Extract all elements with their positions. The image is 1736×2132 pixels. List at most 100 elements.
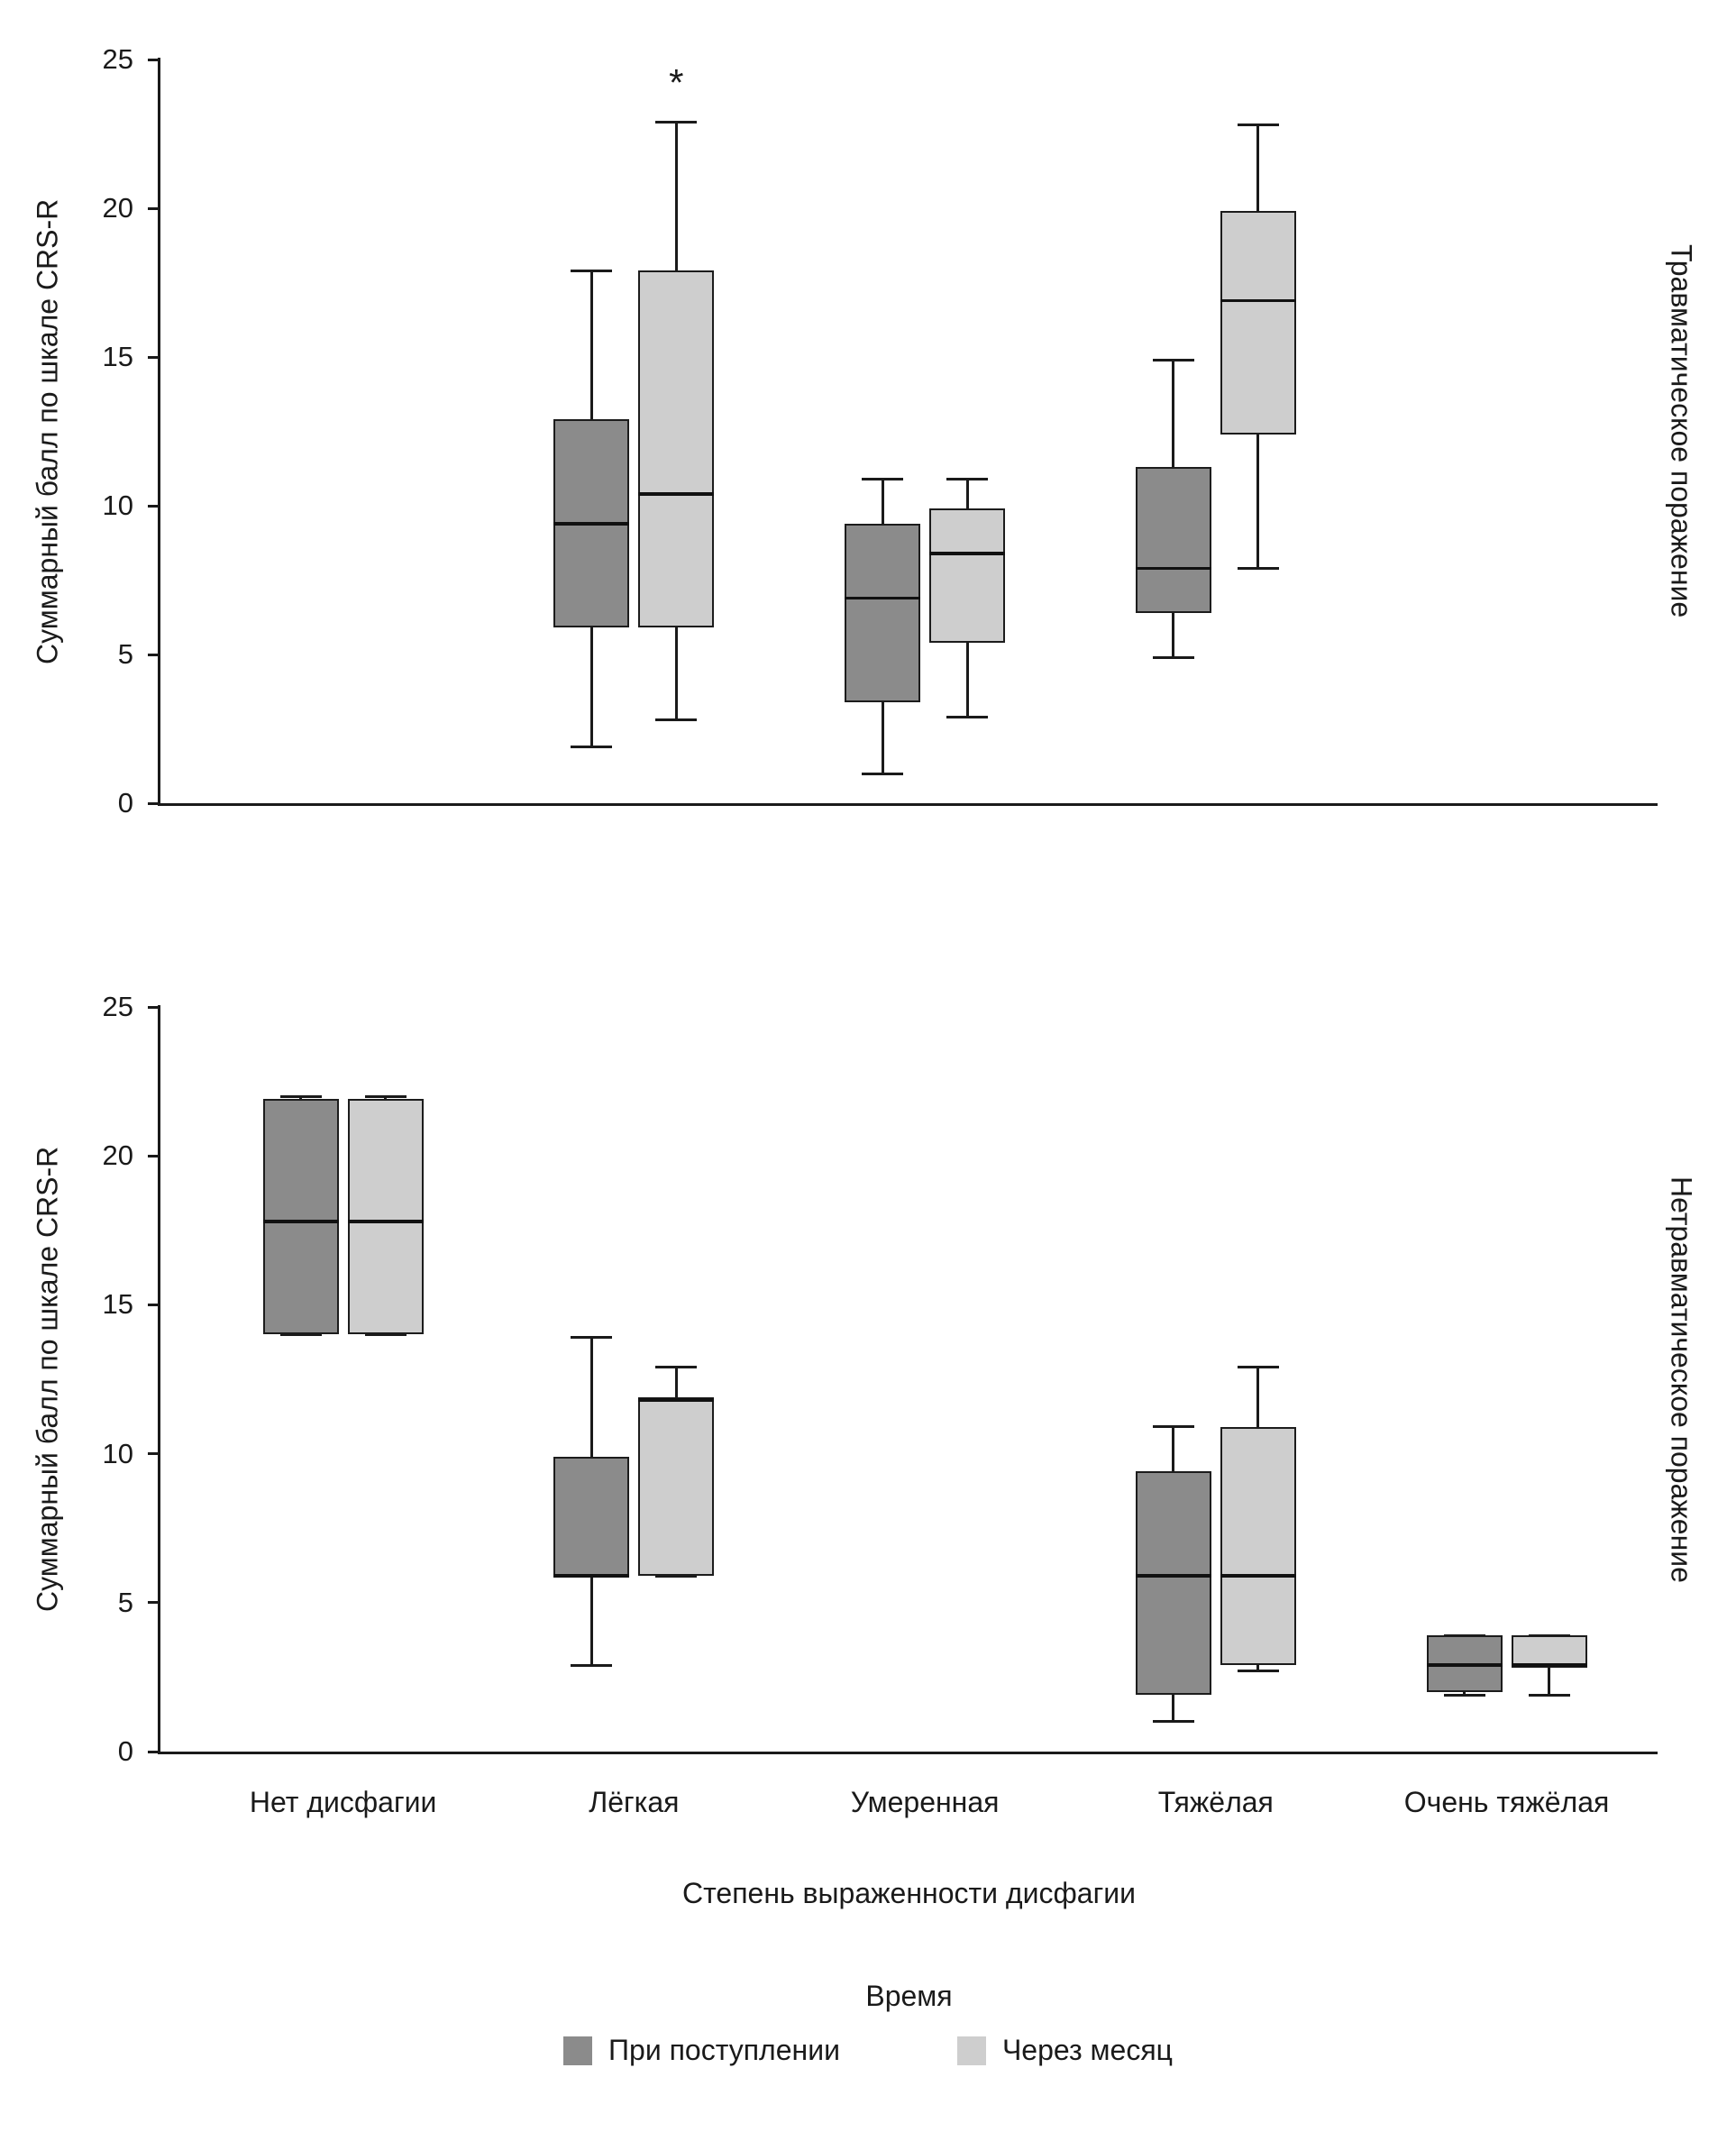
legend-swatch-one-month <box>956 2036 986 2065</box>
median-line <box>638 492 715 496</box>
whisker-cap-bottom <box>364 1332 407 1336</box>
y-tick <box>148 504 158 508</box>
whisker-cap-top <box>364 1094 407 1098</box>
significance-marker: * <box>669 61 684 105</box>
iqr-box <box>262 1099 339 1335</box>
iqr-box <box>1511 1635 1587 1669</box>
category-label: Умеренная <box>850 1786 1000 1818</box>
median-line <box>553 522 630 526</box>
y-tick-label: 15 <box>102 341 133 372</box>
y-tick-label: 5 <box>117 1586 133 1618</box>
median-line <box>638 1398 715 1402</box>
whisker-cap-top <box>571 1336 613 1340</box>
y-axis-label-top: Суммарный балл по шкале CRS-R <box>31 198 64 664</box>
y-tick <box>148 1750 158 1753</box>
y-tick-label: 20 <box>102 1139 133 1172</box>
whisker-cap-bottom <box>1152 1720 1194 1724</box>
iqr-box <box>553 1456 630 1577</box>
whisker-cap-bottom <box>571 745 613 748</box>
y-tick <box>148 801 158 805</box>
y-tick <box>148 58 158 61</box>
whisker-cap-bottom <box>1443 1693 1485 1697</box>
iqr-box <box>638 1396 715 1577</box>
median-line <box>1220 1574 1296 1578</box>
x-axis-title: Степень выраженности дисфагии <box>681 1877 1136 1909</box>
iqr-box <box>1220 1426 1296 1666</box>
x-axis <box>158 1752 1658 1754</box>
y-tick-label: 5 <box>117 638 133 670</box>
category-label: Очень тяжёлая <box>1403 1786 1610 1818</box>
legend-title: Время <box>865 1980 953 2012</box>
y-tick-label: 20 <box>102 192 133 224</box>
panel-label-nontraumatic: Нетравматическое поражение <box>1665 1176 1698 1583</box>
y-tick-label: 25 <box>102 991 133 1022</box>
whisker-cap-top <box>862 477 904 480</box>
y-tick-label: 0 <box>117 787 133 819</box>
y-tick <box>148 653 158 656</box>
panel-label-traumatic: Травматическое поражение <box>1665 244 1698 618</box>
whisker-cap-top <box>1237 124 1279 127</box>
median-line <box>1426 1663 1503 1667</box>
whisker-cap-top <box>655 120 698 124</box>
y-tick <box>148 1303 158 1306</box>
iqr-box <box>1135 1471 1211 1696</box>
whisker-cap-bottom <box>1528 1693 1570 1697</box>
legend-item-admission: При поступлении <box>563 2034 840 2067</box>
iqr-box <box>1135 467 1211 613</box>
median-line <box>1135 1574 1211 1578</box>
whisker-cap-top <box>1152 1425 1194 1429</box>
iqr-box <box>845 523 921 702</box>
whisker-cap-bottom <box>1152 655 1194 659</box>
iqr-box <box>1220 211 1296 435</box>
legend-item-one-month: Через месяц <box>956 2034 1173 2067</box>
category-label: Нет дисфагии <box>249 1786 437 1818</box>
y-tick <box>148 1005 158 1009</box>
legend-swatch-admission <box>563 2036 593 2065</box>
whisker-cap-bottom <box>571 1663 613 1667</box>
median-line <box>262 1220 339 1223</box>
category-label: Тяжёлая <box>1157 1786 1274 1818</box>
y-tick <box>148 206 158 210</box>
y-tick <box>148 1452 158 1456</box>
y-tick-label: 10 <box>102 490 133 521</box>
y-tick <box>148 1601 158 1605</box>
whisker-cap-bottom <box>946 715 989 718</box>
y-tick-label: 10 <box>102 1437 133 1469</box>
whisker-cap-bottom <box>1237 1670 1279 1673</box>
whisker-cap-bottom <box>862 772 904 775</box>
whisker-cap-top <box>571 269 613 272</box>
whisker-cap-top <box>655 1366 698 1369</box>
whisker-cap-top <box>1237 1366 1279 1369</box>
y-tick <box>148 1154 158 1158</box>
y-tick <box>148 355 158 359</box>
whisker-cap-bottom <box>655 1574 698 1578</box>
median-line <box>929 552 1006 555</box>
y-tick-label: 25 <box>102 43 133 75</box>
whisker-cap-top <box>1152 358 1194 361</box>
whisker-cap-bottom <box>655 718 698 722</box>
y-axis <box>158 58 160 806</box>
y-axis-label-bottom: Суммарный балл по шкале CRS-R <box>31 1146 64 1613</box>
legend-label-one-month: Через месяц <box>1001 2034 1173 2066</box>
whisker-cap-bottom <box>1237 566 1279 570</box>
whisker-cap-top <box>279 1094 322 1098</box>
x-axis <box>158 803 1658 806</box>
category-label: Лёгкая <box>589 1786 680 1818</box>
y-tick-label: 0 <box>117 1735 133 1767</box>
median-line <box>347 1220 424 1223</box>
median-line <box>845 596 921 600</box>
iqr-box <box>929 508 1006 643</box>
iqr-box <box>638 270 715 628</box>
whisker-cap-bottom <box>279 1332 322 1336</box>
y-tick-label: 15 <box>102 1288 133 1321</box>
iqr-box <box>347 1099 424 1335</box>
legend-label-admission: При поступлении <box>608 2034 840 2066</box>
median-line <box>1220 298 1296 303</box>
whisker-cap-top <box>946 477 989 480</box>
median-line <box>1135 566 1211 571</box>
median-line <box>553 1574 630 1578</box>
legend: При поступлении Через месяц <box>0 2034 1736 2067</box>
y-axis <box>158 1005 160 1754</box>
median-line <box>1511 1663 1587 1667</box>
